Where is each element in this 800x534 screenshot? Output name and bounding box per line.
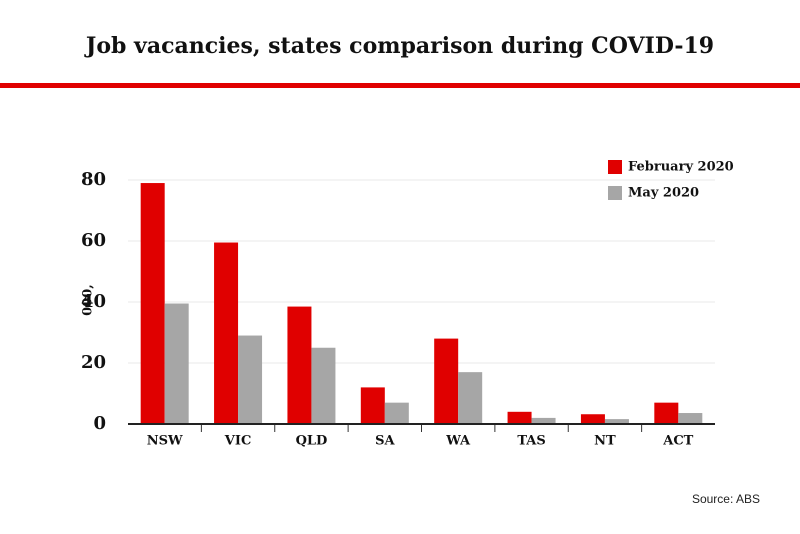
chart-title: Job vacancies, states comparison during … bbox=[84, 33, 714, 59]
bar bbox=[214, 242, 239, 424]
bar bbox=[458, 372, 483, 424]
y-tick-label: 20 bbox=[81, 352, 106, 373]
x-tick-label: QLD bbox=[296, 434, 328, 449]
bar bbox=[311, 347, 336, 424]
bar bbox=[360, 387, 385, 424]
bar bbox=[507, 411, 532, 424]
x-tick-label: NT bbox=[594, 434, 616, 449]
title-rule bbox=[0, 83, 800, 88]
x-tick-label: WA bbox=[445, 434, 471, 449]
bar bbox=[580, 414, 605, 424]
bar bbox=[287, 306, 312, 424]
bar bbox=[531, 417, 556, 424]
x-tick-label: NSW bbox=[147, 434, 183, 449]
bar bbox=[434, 338, 459, 424]
source: Source: ABS bbox=[692, 492, 760, 506]
legend-label: May 2020 bbox=[628, 186, 699, 201]
y-tick-label: 40 bbox=[81, 291, 106, 312]
x-tick-label: ACT bbox=[662, 434, 693, 449]
x-tick-label: SA bbox=[375, 434, 395, 449]
bar bbox=[140, 183, 165, 424]
bar bbox=[678, 413, 703, 424]
bar bbox=[604, 419, 629, 424]
y-tick-label: 60 bbox=[81, 230, 106, 251]
bar bbox=[384, 402, 409, 424]
y-tick-label: 80 bbox=[81, 169, 106, 190]
y-axis-label: 000, bbox=[81, 284, 96, 316]
bar bbox=[238, 335, 263, 424]
y-tick-label: 0 bbox=[93, 413, 106, 434]
legend-swatch bbox=[608, 160, 622, 174]
legend-label: February 2020 bbox=[628, 160, 734, 175]
bar bbox=[164, 303, 189, 424]
x-tick-label: TAS bbox=[517, 434, 545, 449]
legend-swatch bbox=[608, 186, 622, 200]
x-tick-label: VIC bbox=[224, 434, 252, 449]
bar bbox=[654, 402, 679, 424]
